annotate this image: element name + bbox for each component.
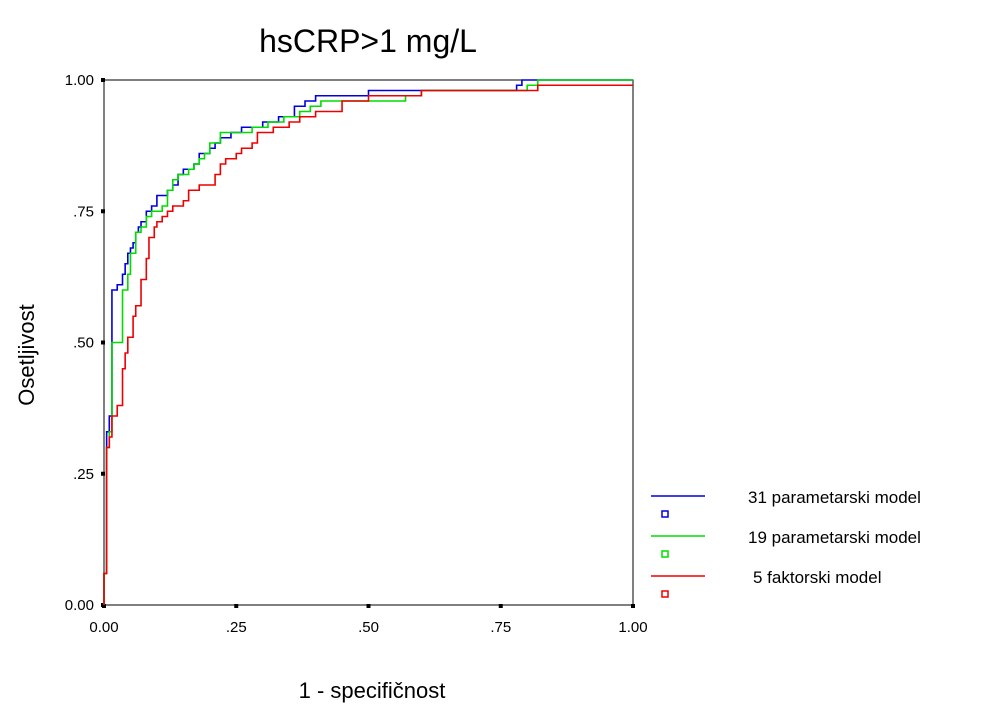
y-tick-label: .25 bbox=[73, 466, 94, 483]
legend-marker bbox=[661, 550, 669, 558]
series-line bbox=[103, 79, 633, 605]
x-axis-label: 1 - specifičnost bbox=[299, 678, 446, 703]
axis-ticks: 0.00 .25 .50 .75 1.00 0.00 .25 .50 .75 1.00 bbox=[65, 72, 648, 636]
legend-label: 5 faktorski model bbox=[753, 568, 882, 587]
legend-marker bbox=[661, 590, 669, 598]
series-line bbox=[103, 79, 633, 605]
y-axis-label: Osetljivost bbox=[14, 304, 39, 405]
plot-frame bbox=[103, 79, 634, 606]
x-tick-label: 1.00 bbox=[618, 619, 647, 636]
legend-label: 31 parametarski model bbox=[748, 488, 921, 507]
y-tick-label: .50 bbox=[73, 335, 94, 352]
x-tick-label: .75 bbox=[490, 619, 511, 636]
legend: 31 parametarski model 19 parametarski mod… bbox=[651, 488, 921, 598]
x-tick-label: .25 bbox=[226, 619, 247, 636]
x-tick-label: 0.00 bbox=[89, 619, 118, 636]
legend-marker bbox=[661, 510, 669, 518]
series-layer bbox=[103, 79, 633, 605]
y-tick-label: .75 bbox=[73, 203, 94, 220]
legend-label: 19 parametarski model bbox=[748, 528, 921, 547]
chart-title: hsCRP>1 mg/L bbox=[259, 23, 477, 59]
series-line bbox=[103, 84, 633, 605]
y-tick-label: 1.00 bbox=[65, 72, 94, 89]
y-tick-label: 0.00 bbox=[65, 597, 94, 614]
x-tick-label: .50 bbox=[358, 619, 379, 636]
